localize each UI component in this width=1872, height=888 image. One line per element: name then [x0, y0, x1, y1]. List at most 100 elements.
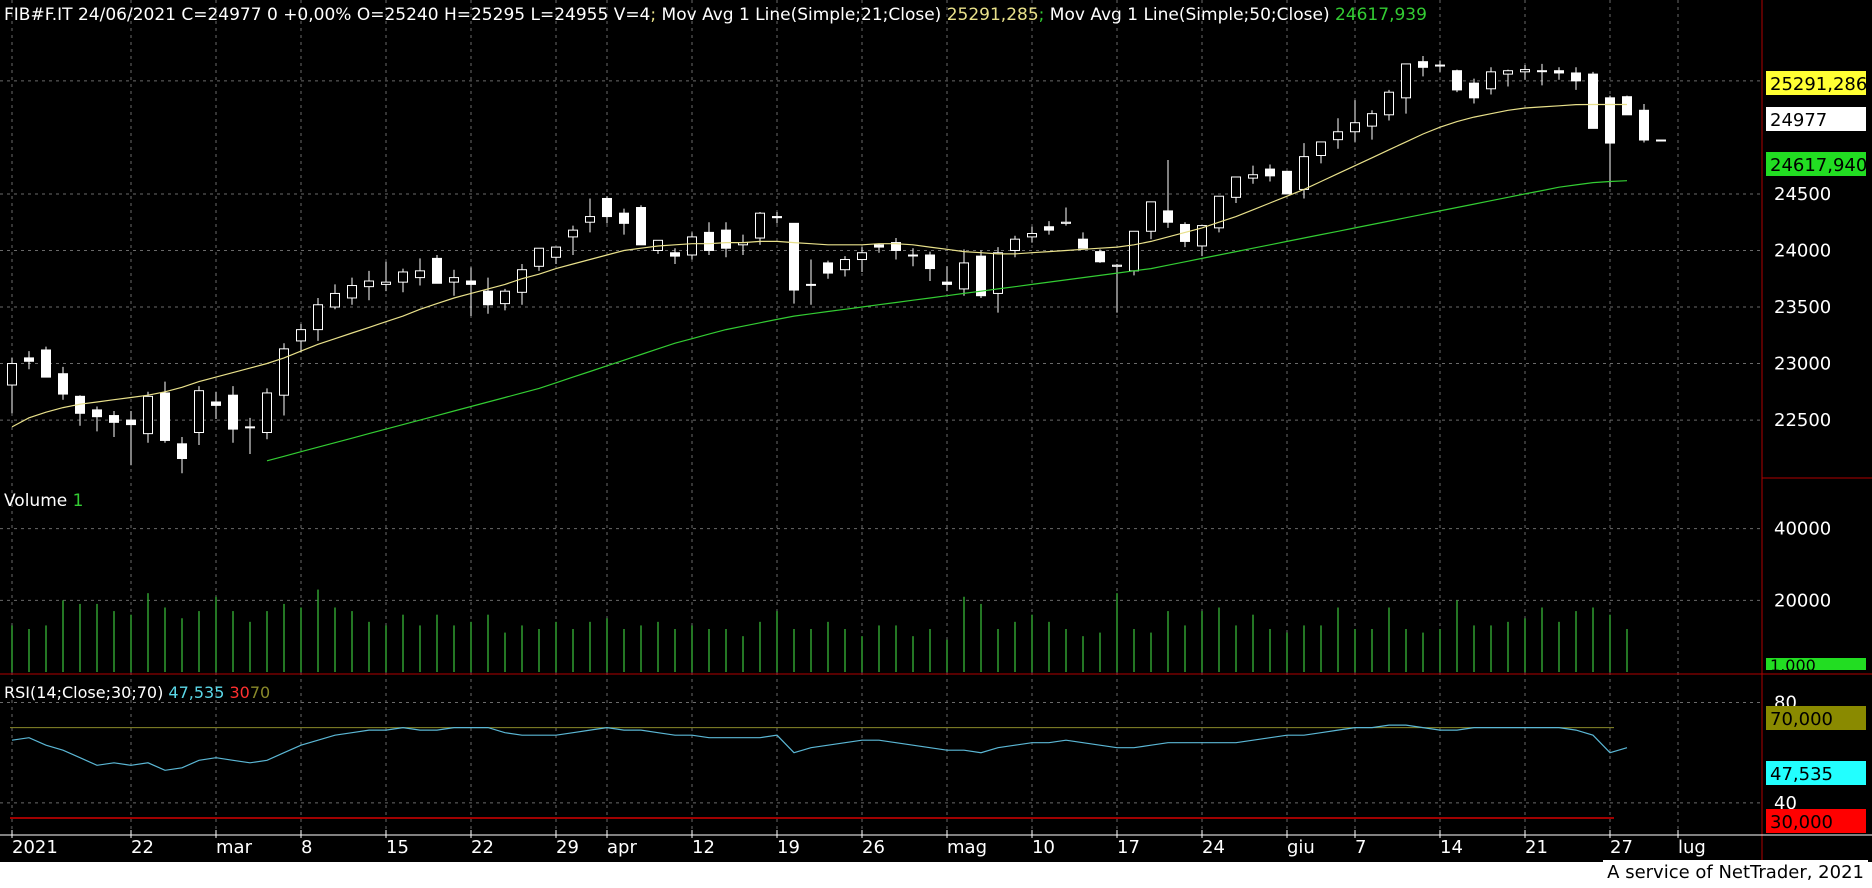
- candle-up: [1520, 69, 1530, 73]
- candle-up: [908, 254, 918, 257]
- candle-up: [1435, 64, 1445, 67]
- candle-up: [381, 281, 391, 285]
- axes: 2250023000235002400024500255002000040000…: [0, 0, 1872, 862]
- ma50-tag-text: 24617,940: [1770, 155, 1867, 176]
- footer-credit: A service of NetTrader, 2021: [1603, 860, 1868, 886]
- header-ma21-label: Mov Avg 1 Line(Simple;21;Close): [662, 5, 942, 25]
- candle-up: [449, 277, 459, 283]
- candle-up: [568, 229, 578, 238]
- volume-tag: [1766, 658, 1866, 670]
- ma50-tag: [1766, 152, 1866, 176]
- header-low: L=24955: [530, 5, 608, 25]
- candle-up: [7, 363, 17, 386]
- candle-down: [1078, 238, 1088, 249]
- volume-panel: [11, 589, 1628, 672]
- rsi-value-tag: [1766, 761, 1866, 785]
- candle-down: [466, 280, 476, 285]
- candle-up: [1112, 264, 1122, 267]
- candle-up: [262, 392, 272, 434]
- candle-up: [840, 259, 850, 271]
- time-tick-label: 24: [1202, 837, 1225, 858]
- rsi-label-line: RSI(14;Close;30;70) 47,535 3070: [4, 683, 270, 702]
- ma21-tag: [1766, 71, 1866, 95]
- candle-up: [585, 216, 595, 223]
- candle-down: [721, 229, 731, 249]
- header-line: FIB#F.IT 24/06/2021 C=24977 0 +0,00% O=2…: [4, 5, 1427, 25]
- header-ma50-value: 24617,939: [1335, 5, 1427, 25]
- candle-up: [347, 285, 357, 299]
- candle-up: [517, 269, 527, 293]
- candle-down: [1452, 70, 1462, 91]
- time-tick-label: 12: [692, 837, 715, 858]
- candle-down: [670, 252, 680, 257]
- time-tick-label: giu: [1287, 837, 1315, 858]
- candle-up: [500, 290, 510, 305]
- candle-up: [1350, 122, 1360, 133]
- candle-up: [245, 426, 255, 429]
- time-tick-label: 7: [1355, 837, 1366, 858]
- candle-up: [1061, 221, 1071, 224]
- candle-down: [126, 419, 136, 426]
- time-tick-label: 26: [862, 837, 885, 858]
- header-ma50-label: Mov Avg 1 Line(Simple;50;Close): [1050, 5, 1330, 25]
- candle-down: [1044, 226, 1054, 231]
- candle-down: [704, 231, 714, 251]
- candle-up: [296, 329, 306, 342]
- candle-up: [857, 252, 867, 261]
- candle-up: [143, 395, 153, 435]
- candle-down: [874, 244, 884, 248]
- candle-up: [194, 390, 204, 434]
- rsi-high-tag-text: 70,000: [1770, 709, 1833, 730]
- candle-down: [976, 255, 986, 297]
- candle-down: [1571, 72, 1581, 82]
- candle-down: [1163, 210, 1173, 223]
- candle-up: [959, 262, 969, 290]
- grid-lines: [0, 0, 1762, 835]
- rsi-panel: [10, 724, 1628, 819]
- rsi-low: 30: [229, 683, 249, 702]
- candle-down: [41, 349, 51, 378]
- candle-up: [1027, 233, 1037, 238]
- candle-up: [534, 247, 544, 267]
- last-price-tag-text: 24977: [1770, 110, 1827, 131]
- candle-up: [1129, 230, 1139, 272]
- time-tick-label: 22: [131, 837, 154, 858]
- volume-label: Volume: [4, 491, 67, 511]
- candle-up: [806, 283, 816, 286]
- rsi-value-tag-text: 47,535: [1770, 764, 1833, 785]
- candle-down: [636, 207, 646, 246]
- time-tick-label: 29: [556, 837, 579, 858]
- header-symbol: FIB#F.IT: [4, 5, 73, 25]
- price-tick-label: 23500: [1774, 297, 1831, 318]
- candle-down: [109, 415, 119, 423]
- last-price-tag: [1766, 107, 1866, 131]
- rsi-line: [11, 724, 1628, 771]
- time-tick-label: lug: [1678, 837, 1706, 858]
- candle-down: [1418, 61, 1428, 68]
- candle-down: [789, 222, 799, 291]
- candle-up: [1401, 63, 1411, 99]
- price-tick-label: 22500: [1774, 410, 1831, 431]
- candle-up: [1656, 139, 1666, 142]
- ma50-line: [266, 180, 1628, 462]
- candle-down: [823, 262, 833, 274]
- candle-down: [160, 392, 170, 441]
- value-tags: 25291,286 24977 24617,940 1,000 70,000 4…: [1766, 71, 1867, 833]
- candle-down: [1639, 109, 1649, 141]
- candle-up: [993, 252, 1003, 294]
- time-tick-label: 27: [1610, 837, 1633, 858]
- time-tick-label: 10: [1032, 837, 1055, 858]
- price-tick-label: 24000: [1774, 240, 1831, 261]
- candle-up: [551, 246, 561, 258]
- time-tick-label: apr: [607, 837, 637, 858]
- candle-up: [1214, 195, 1224, 229]
- candle-up: [364, 280, 374, 288]
- header-high: H=25295: [444, 5, 525, 25]
- candle-down: [58, 373, 68, 395]
- rsi-high: 70: [250, 683, 270, 702]
- candle-down: [177, 443, 187, 460]
- candle-up: [1248, 174, 1258, 179]
- price-tick-label: 24500: [1774, 184, 1831, 205]
- candle-up: [279, 348, 289, 396]
- time-tick-label: mag: [947, 837, 987, 858]
